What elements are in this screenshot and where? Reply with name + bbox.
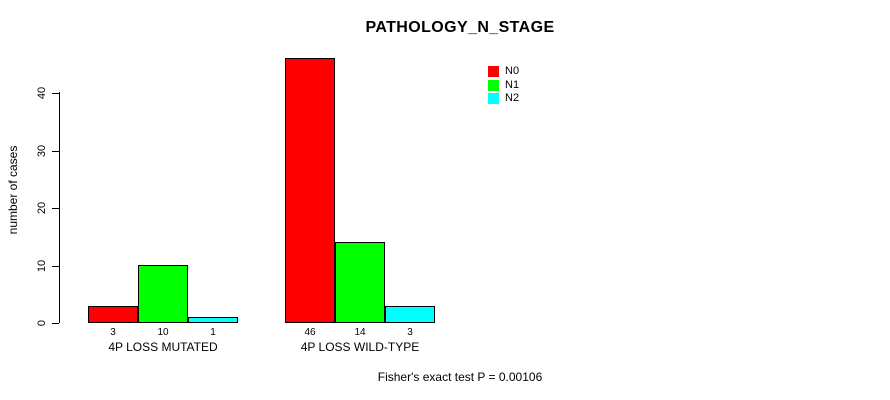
bar-N0-group1 xyxy=(88,306,138,323)
y-tick-label-40: 40 xyxy=(36,86,48,100)
bar-N1-group1 xyxy=(138,265,188,323)
bar-value-label: 10 xyxy=(157,327,169,338)
bar-value-label: 46 xyxy=(304,327,316,338)
y-tick-mark-10 xyxy=(52,266,59,267)
bar-value-label: 1 xyxy=(210,327,216,338)
legend-swatch-N0 xyxy=(488,66,499,77)
bar-N2-group1 xyxy=(188,317,238,323)
bar-N2-group2 xyxy=(385,306,435,323)
y-axis-line xyxy=(59,92,60,323)
category-label: 4P LOSS MUTATED xyxy=(108,340,218,354)
y-tick-label-10: 10 xyxy=(36,259,48,273)
bar-value-label: 3 xyxy=(110,327,116,338)
y-axis-title: number of cases xyxy=(6,145,20,235)
y-tick-mark-40 xyxy=(52,93,59,94)
legend-label-N2: N2 xyxy=(505,92,520,104)
y-tick-mark-0 xyxy=(52,323,59,324)
bar-N0-group2 xyxy=(285,58,335,323)
bar-N1-group2 xyxy=(335,242,385,323)
legend-label-N1: N1 xyxy=(505,79,520,91)
bar-value-label: 14 xyxy=(354,327,366,338)
bar-value-label: 3 xyxy=(407,327,413,338)
y-tick-mark-30 xyxy=(52,151,59,152)
y-tick-label-0: 0 xyxy=(36,319,48,327)
chart-title: PATHOLOGY_N_STAGE xyxy=(365,19,555,36)
legend-swatch-N2 xyxy=(488,93,499,104)
legend-swatch-N1 xyxy=(488,80,499,91)
y-tick-label-20: 20 xyxy=(36,201,48,215)
statistical-test-annotation: Fisher's exact test P = 0.00106 xyxy=(377,370,543,384)
category-label: 4P LOSS WILD-TYPE xyxy=(300,340,420,354)
y-tick-mark-20 xyxy=(52,208,59,209)
y-tick-label-30: 30 xyxy=(36,144,48,158)
legend-label-N0: N0 xyxy=(505,65,520,77)
